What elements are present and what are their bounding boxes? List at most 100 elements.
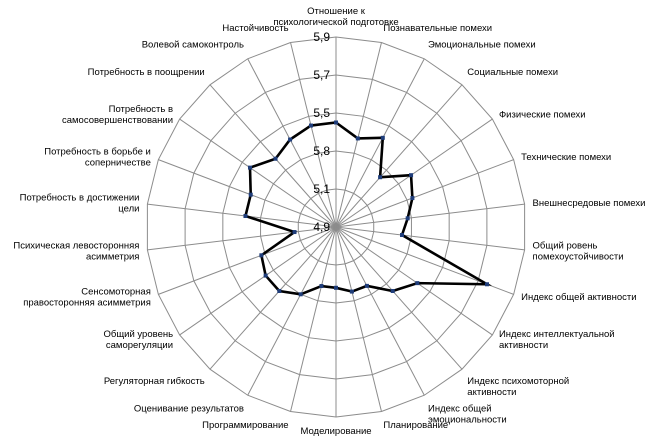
category-label-line: Потребность в [109,104,173,115]
data-point [410,196,415,201]
category-label: Планирование [383,420,448,431]
category-label-line: Социальные помехи [467,67,558,78]
data-point [247,165,252,170]
data-point [415,281,420,286]
grid-spoke [147,203,337,228]
category-label: Общий ровень помехоустойчивости [533,240,624,262]
category-label-line: соперничестве [85,157,151,168]
data-point [308,123,313,128]
category-label: Индекс интеллектуальной активности [499,329,615,351]
data-point [380,135,385,140]
category-label-line: самосовершенствовании [62,115,173,126]
category-label: Потребность в достижении цели [20,193,140,215]
category-label-line: Индекс общей активности [521,292,636,303]
category-label: Потребность в борьбе и соперничестве [44,146,151,168]
category-label-line: Оценивание результатов [134,403,244,414]
grid-spoke [247,58,337,228]
data-point [263,273,268,278]
category-label: Социальные помехи [467,67,558,78]
data-point [334,285,338,290]
grid-spoke [290,226,337,412]
category-label-line: Познавательные помехи [383,23,492,34]
category-label-line: асимметрия [86,251,139,262]
category-label-line: Моделирование [300,426,371,437]
data-point [243,214,248,219]
category-label-line: Индекс интеллектуальной [499,329,615,340]
data-point [485,282,490,287]
grid-spoke [179,118,337,228]
grid-spoke [290,42,337,228]
data-point [390,288,395,293]
grid-spoke [335,226,493,336]
category-label: Моделирование [300,426,371,437]
category-label-line: Волевой самоконтроль [142,40,244,51]
category-label: Физические помехи [499,110,586,121]
category-label: Технические помехи [521,152,611,163]
data-point [292,230,297,235]
category-label-line: активности [467,387,516,398]
category-label-line: помехоустойчивости [533,251,624,262]
grid-spoke [209,226,337,370]
grid-spoke [179,226,337,336]
category-label-line: Психическая левосторонняя [13,240,139,251]
grid-spoke [158,226,337,295]
category-label-line: Физические помехи [499,110,586,121]
category-label-line: Общий уровень [104,329,174,340]
category-label: Потребность в поощрении [88,67,205,78]
data-point [364,283,369,288]
category-label-line: Общий ровень [533,240,598,251]
data-point [355,136,360,141]
category-label: Отношение к психологической подготовке [273,6,398,28]
tick-label: 4,9 [313,220,330,234]
category-label-line: Индекс психомоторной [467,376,569,387]
category-label-line: Планирование [383,420,448,431]
grid-spoke [147,226,337,251]
data-point [409,173,414,178]
category-label: Психическая левосторонняя асимметрия [13,240,139,262]
category-label: Познавательные помехи [383,23,492,34]
tick-label: 5,9 [313,30,330,44]
category-label-line: Настойчивость [222,23,288,34]
grid-spoke [209,84,337,228]
data-point [248,192,253,197]
category-label-line: Программирование [202,420,288,431]
data-point [334,120,338,125]
data-point [319,284,324,289]
grid-spoke [158,159,337,228]
grid-spoke [335,226,525,251]
data-point [288,137,293,142]
category-label-line: психологической подготовке [273,17,398,28]
category-label-line: Потребность в достижении [20,193,140,204]
category-label-line: цели [118,204,139,215]
data-point [298,292,303,297]
grid-spoke [335,58,425,228]
grid-spoke [335,203,525,228]
category-label: Индекс психомоторной активности [467,376,569,398]
tick-label: 5,7 [313,68,330,82]
category-label-line: правосторонняя асимметрия [23,298,151,309]
grid-spoke [335,42,382,228]
category-label: Индекс общей эмоциональности [428,403,507,425]
category-label: Индекс общей активности [521,292,636,303]
category-label-line: Сенсомоторная [81,287,151,298]
category-label-line: Эмоциональные помехи [428,40,536,51]
data-point [405,216,410,221]
data-point [349,289,354,294]
category-label: Сенсомоторная правосторонняя асимметрия [23,287,151,309]
category-label: Регуляторная гибкость [104,376,205,387]
category-label-line: Индекс общей [428,403,492,414]
data-point [277,288,282,293]
category-label: Настойчивость [222,23,288,34]
grid-spoke [247,226,337,396]
category-label-line: активности [499,340,548,351]
category-label-line: эмоциональности [428,414,507,425]
category-label-line: Технические помехи [521,152,611,163]
category-label: Оценивание результатов [134,403,244,414]
data-point [378,175,383,180]
category-label: Общий уровень саморегуляции [104,329,174,351]
grid-spoke [335,226,425,396]
category-label: Потребность в самосовершенствовании [62,104,173,126]
category-label-line: Потребность в борьбе и [44,146,151,157]
